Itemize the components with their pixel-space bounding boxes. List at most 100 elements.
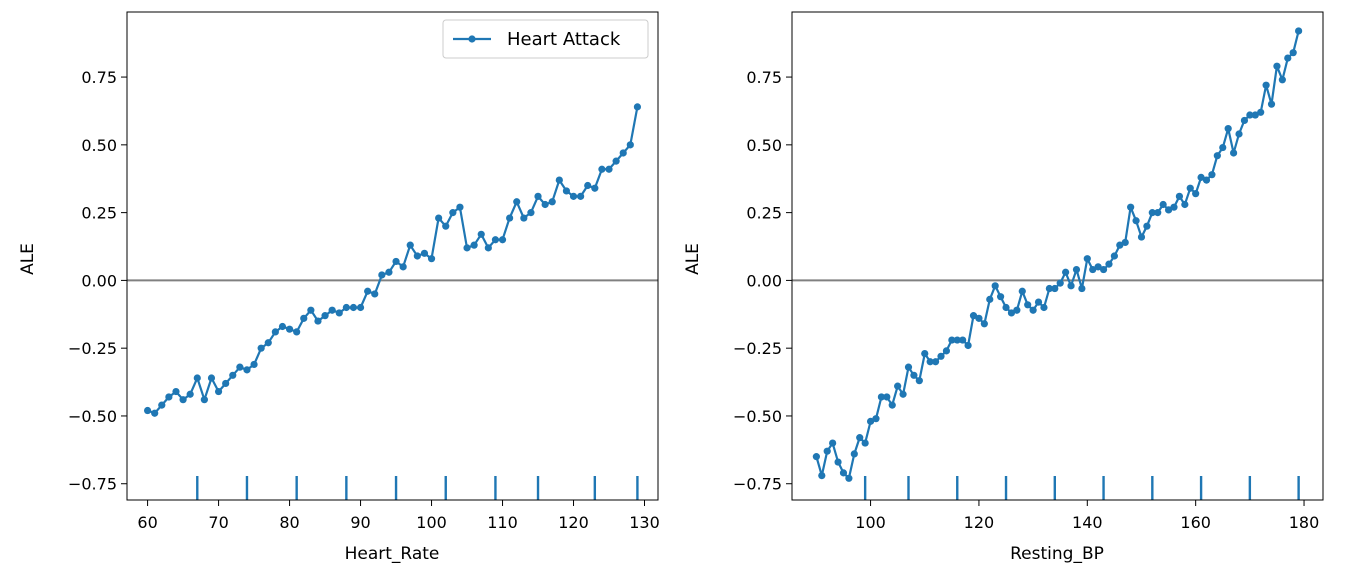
y-tick-label-heart-rate: 0.00: [81, 271, 117, 290]
data-point-resting-bp: [937, 352, 945, 360]
y-axis-label-resting-bp: ALE: [683, 243, 703, 275]
data-point-heart-rate: [364, 287, 372, 295]
x-tick-label-heart-rate: 120: [558, 513, 589, 532]
data-point-resting-bp: [1045, 284, 1053, 293]
data-point-heart-rate: [420, 249, 429, 257]
legend-box: [442, 19, 649, 59]
data-point-resting-bp: [861, 439, 869, 447]
data-point-heart-rate: [392, 257, 400, 266]
data-point-heart-rate: [633, 103, 642, 111]
data-point-resting-bp: [1202, 176, 1211, 184]
data-point-resting-bp: [1062, 268, 1070, 276]
data-point-heart-rate: [257, 344, 265, 352]
data-point-heart-rate: [222, 379, 230, 388]
x-tick-label-heart-rate: 130: [629, 513, 660, 532]
data-point-resting-bp: [1051, 284, 1059, 293]
data-point-resting-bp: [1034, 298, 1043, 306]
data-point-resting-bp: [1170, 203, 1178, 211]
data-point-heart-rate: [193, 374, 201, 382]
data-point-resting-bp: [1289, 49, 1297, 57]
data-point-heart-rate: [456, 203, 464, 211]
y-tick-label-heart-rate: −0.75: [68, 475, 117, 494]
data-point-resting-bp: [1159, 200, 1167, 209]
data-point-resting-bp: [839, 469, 848, 477]
axes-frame-resting-bp: [791, 11, 1324, 501]
data-point-heart-rate: [477, 230, 485, 238]
data-point-heart-rate: [598, 165, 606, 173]
data-point-resting-bp: [1262, 81, 1270, 89]
data-point-resting-bp: [959, 336, 967, 344]
data-point-heart-rate: [399, 263, 407, 271]
data-point-resting-bp: [1007, 309, 1016, 317]
ale-plot-heart-rate: 60 70 80 90 100 110 120 130 −0.75 −0.50 −0.25 0.00 0…: [18, 11, 660, 564]
data-point-heart-rate: [449, 209, 457, 217]
data-point-resting-bp: [883, 393, 891, 401]
data-point-resting-bp: [1273, 62, 1281, 70]
data-point-heart-rate: [413, 252, 421, 260]
data-point-resting-bp: [1127, 203, 1135, 211]
data-point-heart-rate: [527, 209, 535, 217]
data-point-heart-rate: [435, 214, 443, 222]
data-point-heart-rate: [151, 409, 159, 417]
ale-line-resting-bp: [815, 30, 1300, 480]
data-point-heart-rate: [179, 396, 187, 404]
data-point-resting-bp: [1219, 143, 1227, 152]
data-point-resting-bp: [1083, 255, 1091, 263]
data-point-resting-bp: [1110, 252, 1118, 260]
data-point-heart-rate: [619, 149, 627, 157]
data-point-resting-bp: [915, 377, 923, 385]
data-point-resting-bp: [975, 314, 983, 322]
data-point-resting-bp: [1018, 287, 1026, 295]
data-point-resting-bp: [1121, 238, 1129, 247]
x-tick-label-heart-rate: 60: [137, 513, 157, 532]
data-point-resting-bp: [845, 474, 853, 482]
legend: Heart Attack: [442, 19, 649, 59]
data-point-heart-rate: [406, 241, 414, 249]
x-tick-label-resting-bp: 140: [1072, 513, 1103, 532]
data-point-resting-bp: [1099, 265, 1108, 274]
data-point-resting-bp: [991, 282, 999, 290]
x-tick-label-heart-rate: 100: [416, 513, 447, 532]
data-point-heart-rate: [328, 306, 336, 314]
data-point-heart-rate: [605, 165, 613, 173]
data-point-heart-rate: [314, 317, 322, 325]
data-point-resting-bp: [931, 358, 940, 366]
data-point-heart-rate: [562, 187, 571, 195]
x-tick-label-resting-bp: 160: [1180, 513, 1211, 532]
x-tick-label-resting-bp: 180: [1289, 513, 1320, 532]
data-point-heart-rate: [591, 184, 599, 192]
data-point-heart-rate: [541, 200, 549, 209]
data-point-heart-rate: [264, 339, 272, 347]
data-point-resting-bp: [1148, 209, 1156, 217]
y-tick-label-resting-bp: −0.75: [733, 475, 782, 494]
data-point-heart-rate: [520, 214, 528, 222]
data-point-heart-rate: [626, 141, 634, 149]
data-point-resting-bp: [1105, 260, 1113, 268]
data-point-heart-rate: [577, 192, 585, 200]
x-tick-label-heart-rate: 90: [350, 513, 370, 532]
data-point-heart-rate: [200, 396, 208, 404]
data-point-resting-bp: [969, 312, 978, 320]
plot-area-resting-bp: 100 120 140 160 180 −0.75 −0.50 −0.25 0.00 0.25 0.…: [733, 11, 1324, 532]
data-point-resting-bp: [850, 450, 858, 458]
data-point-heart-rate: [584, 181, 592, 190]
data-point-heart-rate: [293, 328, 301, 336]
data-point-heart-rate: [569, 192, 578, 200]
data-point-resting-bp: [1208, 171, 1216, 179]
data-point-resting-bp: [1186, 184, 1194, 192]
data-point-resting-bp: [1040, 303, 1048, 312]
data-point-resting-bp: [980, 320, 988, 328]
data-point-resting-bp: [1278, 76, 1286, 84]
data-point-resting-bp: [834, 458, 842, 466]
data-point-resting-bp: [1143, 222, 1151, 230]
data-point-resting-bp: [894, 382, 902, 390]
data-point-resting-bp: [1240, 116, 1249, 125]
data-point-heart-rate: [158, 401, 166, 409]
data-point-resting-bp: [856, 434, 864, 442]
x-tick-label-heart-rate: 70: [208, 513, 228, 532]
data-point-heart-rate: [385, 268, 393, 276]
data-point-resting-bp: [1224, 124, 1232, 133]
data-point-heart-rate: [143, 406, 152, 415]
ale-line-heart-rate: [147, 106, 639, 415]
y-tick-label-resting-bp: −0.25: [733, 339, 782, 358]
